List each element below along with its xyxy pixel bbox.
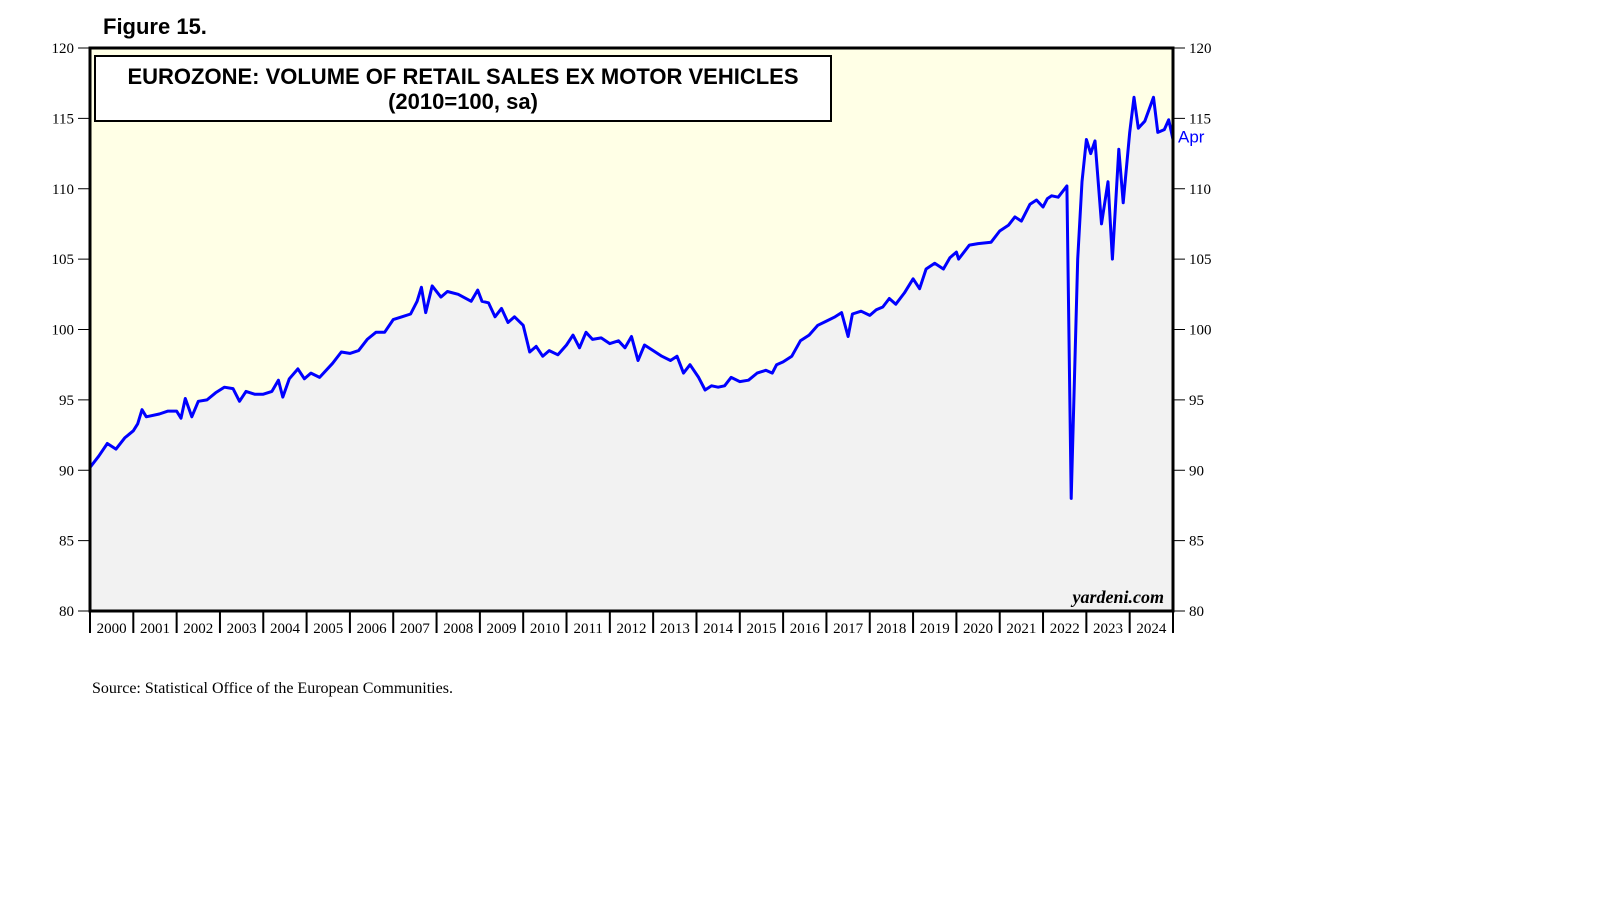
figure-label: Figure 15. (103, 14, 207, 39)
y-tick-label-right: 95 (1189, 393, 1204, 409)
y-tick-label-left: 105 (52, 252, 75, 268)
x-tick-label: 2018 (876, 621, 906, 637)
x-tick-label: 2005 (313, 621, 343, 637)
y-tick-label-left: 120 (52, 41, 75, 57)
axes: 80 80 85 85 90 90 95 95 100 100 105 105 110 110 115 115… (52, 41, 1212, 637)
y-tick-label-right: 110 (1189, 182, 1211, 198)
chart-title-box: EUROZONE: VOLUME OF RETAIL SALES EX MOTO… (94, 55, 832, 122)
x-tick-label: 2021 (1006, 621, 1036, 637)
x-tick-label: 2022 (1050, 621, 1080, 637)
x-tick-label: 2013 (660, 621, 690, 637)
plot-area: Apr (88, 48, 1205, 612)
x-tick-label: 2017 (833, 621, 864, 637)
y-tick-label-right: 115 (1189, 111, 1211, 127)
x-tick-label: 2012 (617, 621, 647, 637)
watermark: yardeni.com (1071, 587, 1165, 607)
y-tick-label-left: 85 (59, 534, 74, 550)
x-tick-label: 2008 (443, 621, 473, 637)
x-tick-label: 2004 (270, 621, 301, 637)
chart-title: EUROZONE: VOLUME OF RETAIL SALES EX MOTO… (127, 64, 798, 89)
x-tick-label: 2009 (487, 621, 517, 637)
y-tick-label-right: 85 (1189, 534, 1204, 550)
y-tick-label-right: 100 (1189, 323, 1212, 339)
x-tick-label: 2023 (1093, 621, 1123, 637)
x-tick-label: 2014 (703, 621, 734, 637)
title-box-border (94, 55, 832, 122)
x-tick-label: 2001 (140, 621, 170, 637)
x-tick-label: 2015 (746, 621, 776, 637)
x-tick-label: 2019 (920, 621, 950, 637)
y-tick-label-right: 80 (1189, 604, 1204, 620)
x-tick-label: 2002 (183, 621, 213, 637)
y-tick-label-left: 110 (52, 182, 74, 198)
y-tick-label-left: 90 (59, 463, 74, 479)
y-tick-label-left: 100 (52, 323, 75, 339)
y-tick-label-right: 120 (1189, 41, 1212, 57)
x-tick-label: 2000 (97, 621, 127, 637)
y-tick-label-left: 80 (59, 604, 74, 620)
y-tick-label-right: 90 (1189, 463, 1204, 479)
x-tick-label: 2003 (227, 621, 257, 637)
x-tick-label: 2011 (573, 621, 602, 637)
x-tick-label: 2007 (400, 621, 431, 637)
series-area-fill (90, 97, 1173, 612)
y-tick-label-left: 95 (59, 393, 74, 409)
x-tick-label: 2006 (357, 621, 388, 637)
y-tick-label-right: 105 (1189, 252, 1212, 268)
source-note: Source: Statistical Office of the Europe… (92, 680, 453, 697)
x-tick-label: 2016 (790, 621, 821, 637)
x-tick-label: 2010 (530, 621, 560, 637)
y-tick-label-left: 115 (52, 111, 74, 127)
series-line (88, 95, 1175, 500)
x-tick-label: 2020 (963, 621, 993, 637)
chart-subtitle: (2010=100, sa) (388, 89, 538, 114)
x-tick-label: 2024 (1136, 621, 1167, 637)
series-end-label: Apr (1178, 127, 1205, 146)
